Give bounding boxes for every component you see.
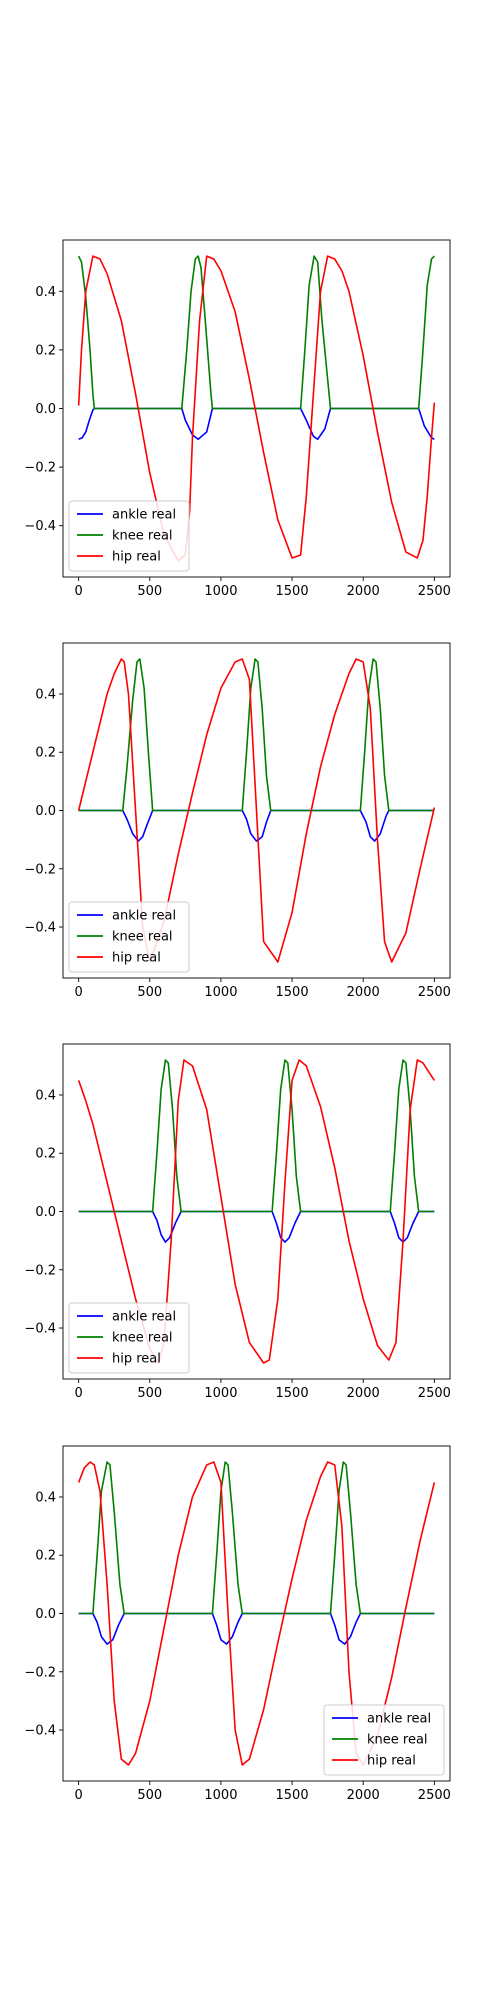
- y-tick-label: −0.4: [24, 519, 56, 534]
- y-tick-label: 0.2: [35, 746, 56, 761]
- x-tick-label: 2000: [347, 1788, 380, 1803]
- x-tick-label: 0: [75, 584, 83, 599]
- x-tick-label: 2000: [347, 584, 380, 599]
- series-line-hip-real: [77, 658, 436, 963]
- x-tick-label: 0: [75, 1386, 83, 1401]
- y-tick-label: 0.0: [35, 1607, 56, 1622]
- y-tick-label: −0.2: [24, 1665, 56, 1680]
- series-line-ankle-real: [78, 1210, 435, 1243]
- legend-label: ankle real: [367, 1712, 431, 1727]
- legend-box: [68, 1302, 190, 1374]
- legend: ankle real knee real hip real: [323, 1704, 445, 1776]
- x-tick-label: 1500: [276, 985, 309, 1000]
- legend: ankle real knee real hip real: [68, 901, 190, 973]
- chart-2: 0 500 1000 1500 2000 2500 −0.4 −0.2 0.0 0.2 0.4 ank…: [24, 642, 451, 1000]
- x-tick-label: 1000: [204, 985, 237, 1000]
- y-tick-label: 0.0: [35, 804, 56, 819]
- series-line-ankle-real: [78, 1612, 435, 1645]
- legend-box: [68, 901, 190, 973]
- x-tick-label: 1000: [204, 584, 237, 599]
- y-tick-label: −0.2: [24, 862, 56, 877]
- legend-label: hip real: [112, 951, 161, 966]
- x-tick-label: 2500: [418, 985, 451, 1000]
- legend-box: [68, 500, 190, 572]
- x-tick-label: 2500: [418, 1788, 451, 1803]
- legend: ankle real knee real hip real: [68, 1302, 190, 1374]
- y-tick-label: −0.4: [24, 1724, 56, 1739]
- legend-label: hip real: [112, 550, 161, 565]
- y-tick-label: 0.2: [35, 1549, 56, 1564]
- y-tick-label: 0.4: [35, 285, 56, 300]
- y-tick-label: −0.4: [24, 921, 56, 936]
- x-tick-label: 1500: [276, 1788, 309, 1803]
- x-tick-label: 1500: [276, 584, 309, 599]
- y-tick-label: 0.2: [35, 343, 56, 358]
- series-line-hip-real: [77, 1059, 436, 1364]
- x-tick-label: 0: [75, 1788, 83, 1803]
- x-tick-label: 1500: [276, 1386, 309, 1401]
- y-tick-label: −0.2: [24, 461, 56, 476]
- legend-box: [323, 1704, 445, 1776]
- y-tick-label: 0.2: [35, 1147, 56, 1162]
- legend-label: knee real: [112, 930, 173, 945]
- x-tick-label: 2500: [418, 1386, 451, 1401]
- x-tick-label: 500: [137, 1788, 162, 1803]
- series-line-knee-real: [77, 255, 435, 410]
- legend-label: knee real: [112, 529, 173, 544]
- legend-label: hip real: [112, 1352, 161, 1367]
- chart-4: 0 500 1000 1500 2000 2500 −0.4 −0.2 0.0 0.2 0.4 ank…: [24, 1445, 451, 1803]
- y-tick-label: 0.4: [35, 1088, 56, 1103]
- series-line-hip-real: [77, 255, 436, 562]
- y-tick-label: 0.4: [35, 687, 56, 702]
- y-tick-label: −0.2: [24, 1263, 56, 1278]
- chart-3: 0 500 1000 1500 2000 2500 −0.4 −0.2 0.0 0.2 0.4 ank…: [24, 1043, 451, 1401]
- legend-label: hip real: [367, 1754, 416, 1769]
- y-tick-label: 0.0: [35, 1205, 56, 1220]
- series-line-knee-real: [78, 658, 435, 812]
- series-line-knee-real: [78, 1059, 435, 1213]
- plot-area: [77, 255, 436, 562]
- x-tick-label: 2000: [347, 1386, 380, 1401]
- x-tick-label: 500: [137, 584, 162, 599]
- x-tick-label: 1000: [204, 1788, 237, 1803]
- legend-label: ankle real: [112, 508, 176, 523]
- x-tick-label: 2500: [418, 584, 451, 599]
- x-tick-label: 2000: [347, 985, 380, 1000]
- x-tick-label: 1000: [204, 1386, 237, 1401]
- legend-label: ankle real: [112, 909, 176, 924]
- x-tick-label: 500: [137, 1386, 162, 1401]
- legend: ankle real knee real hip real: [68, 500, 190, 572]
- y-tick-label: −0.4: [24, 1322, 56, 1337]
- y-tick-label: 0.0: [35, 402, 56, 417]
- plot-area: [77, 658, 436, 963]
- series-line-knee-real: [78, 1461, 435, 1615]
- x-tick-label: 500: [137, 985, 162, 1000]
- legend-label: knee real: [112, 1331, 173, 1346]
- legend-label: knee real: [367, 1733, 428, 1748]
- chart-1: 0 500 1000 1500 2000 2500 −0.4 −0.2 0.0 0.2 0.4 ank…: [24, 239, 451, 599]
- plot-area: [77, 1059, 436, 1364]
- y-tick-label: 0.4: [35, 1490, 56, 1505]
- x-tick-label: 0: [75, 985, 83, 1000]
- legend-label: ankle real: [112, 1310, 176, 1325]
